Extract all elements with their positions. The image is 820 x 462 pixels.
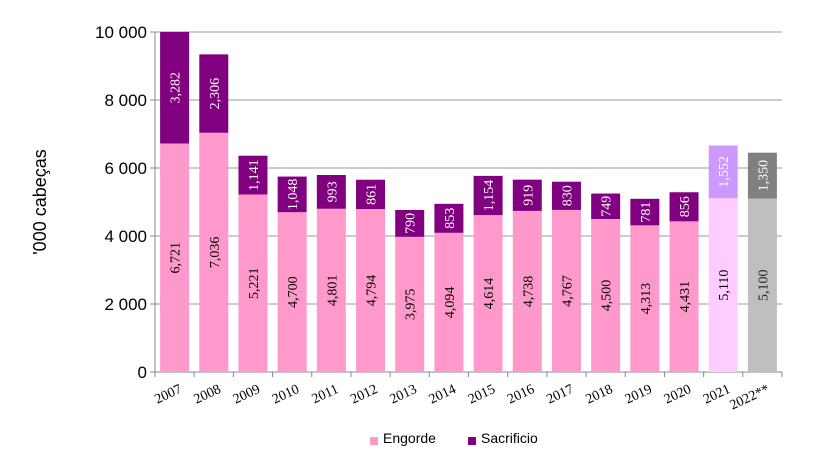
data-label: 749 [600, 196, 615, 217]
data-label: 4,431 [678, 281, 693, 313]
data-label: 861 [365, 184, 380, 205]
bar-engorde [512, 210, 542, 372]
data-label: 4,794 [365, 275, 380, 307]
data-label: 5,110 [717, 270, 732, 301]
bar-sacrificio [160, 31, 190, 144]
x-tick-label: 2022** [728, 382, 772, 413]
bar-engorde [473, 215, 503, 372]
data-label: 856 [678, 196, 693, 217]
data-label: 6,721 [169, 242, 184, 274]
bar-sacrificio [238, 155, 268, 195]
x-tick-label: 2010 [270, 382, 302, 407]
x-tick-label: 2007 [153, 382, 185, 407]
bar-sacrificio [630, 198, 660, 226]
bar-sacrificio [473, 175, 503, 216]
bar-engorde [434, 232, 464, 372]
data-label: 919 [521, 185, 536, 206]
x-tick-label: 2011 [310, 382, 341, 407]
y-tick-label: 2 000 [104, 295, 147, 314]
x-tick-label: 2009 [231, 382, 263, 407]
x-tick-label: 2018 [584, 382, 616, 407]
bar-engorde [669, 221, 699, 372]
data-label: 1,141 [247, 159, 262, 191]
bar-sacrificio [747, 152, 777, 199]
bar-engorde [277, 212, 307, 372]
data-label: 993 [325, 181, 340, 202]
legend-label: Engorde [383, 430, 436, 446]
bar-engorde [238, 194, 268, 372]
bar-engorde [551, 209, 581, 372]
x-tick-label: 2019 [623, 382, 655, 407]
bar-sacrificio [551, 181, 581, 210]
x-tick-label: 2008 [192, 382, 224, 407]
bar-sacrificio [434, 203, 464, 233]
data-label: 830 [560, 185, 575, 206]
data-label: 4,738 [521, 276, 536, 308]
y-tick-label: 6 000 [104, 159, 147, 178]
y-axis-label: '000 cabeças [30, 149, 50, 255]
bar-engorde [160, 143, 190, 372]
y-tick-label: 0 [138, 363, 147, 382]
data-label: 2,306 [208, 78, 223, 110]
bar-engorde [708, 198, 738, 372]
x-tick-label: 2020 [662, 382, 694, 407]
bar-engorde [747, 198, 777, 372]
data-label: 1,350 [756, 160, 771, 192]
bar-engorde [356, 209, 386, 372]
data-label: 1,552 [717, 156, 732, 188]
data-label: 781 [639, 202, 654, 223]
bar-engorde [630, 225, 660, 372]
bar-sacrificio [199, 54, 229, 133]
bar-sacrificio [395, 209, 425, 237]
data-label: 4,313 [639, 283, 654, 315]
x-tick-label: 2016 [505, 382, 537, 407]
x-tick-label: 2013 [388, 382, 420, 407]
bar-engorde [199, 132, 229, 372]
bar-engorde [316, 208, 346, 372]
y-tick-label: 4 000 [104, 227, 147, 246]
data-label: 853 [443, 208, 458, 229]
data-label: 5,221 [247, 267, 262, 299]
data-label: 1,154 [482, 180, 497, 212]
x-tick-label: 2012 [349, 382, 381, 407]
data-label: 5,100 [756, 270, 771, 302]
data-label: 4,767 [560, 275, 575, 307]
data-label: 4,094 [443, 287, 458, 319]
bar-sacrificio [591, 193, 621, 219]
bar-engorde [395, 236, 425, 372]
data-label: 4,700 [286, 276, 301, 308]
legend-swatch-engorde [370, 437, 378, 445]
data-label: 790 [404, 213, 419, 234]
bar-sacrificio [356, 179, 386, 210]
x-tick-label: 2017 [544, 382, 576, 407]
x-tick-label: 2014 [427, 382, 459, 407]
bar-engorde [591, 219, 621, 372]
data-label: 3,975 [404, 289, 419, 321]
legend-swatch-sacrificio [468, 437, 476, 445]
y-tick-label: 10 000 [95, 23, 147, 42]
bar-sacrificio [669, 192, 699, 222]
data-label: 4,614 [482, 278, 497, 310]
bar-sacrificio [512, 179, 542, 211]
data-label: 3,282 [169, 72, 184, 104]
data-label: 7,036 [208, 237, 223, 269]
bar-sacrificio [277, 176, 307, 213]
legend-label: Sacrificio [481, 430, 538, 446]
data-label: 4,500 [600, 280, 615, 312]
x-tick-label: 2015 [466, 382, 498, 407]
y-tick-label: 8 000 [104, 91, 147, 110]
bar-sacrificio [708, 145, 738, 199]
bar-sacrificio [316, 175, 346, 209]
x-tick-label: 2021 [701, 382, 733, 407]
data-label: 1,048 [286, 179, 301, 211]
data-label: 4,801 [325, 275, 340, 307]
